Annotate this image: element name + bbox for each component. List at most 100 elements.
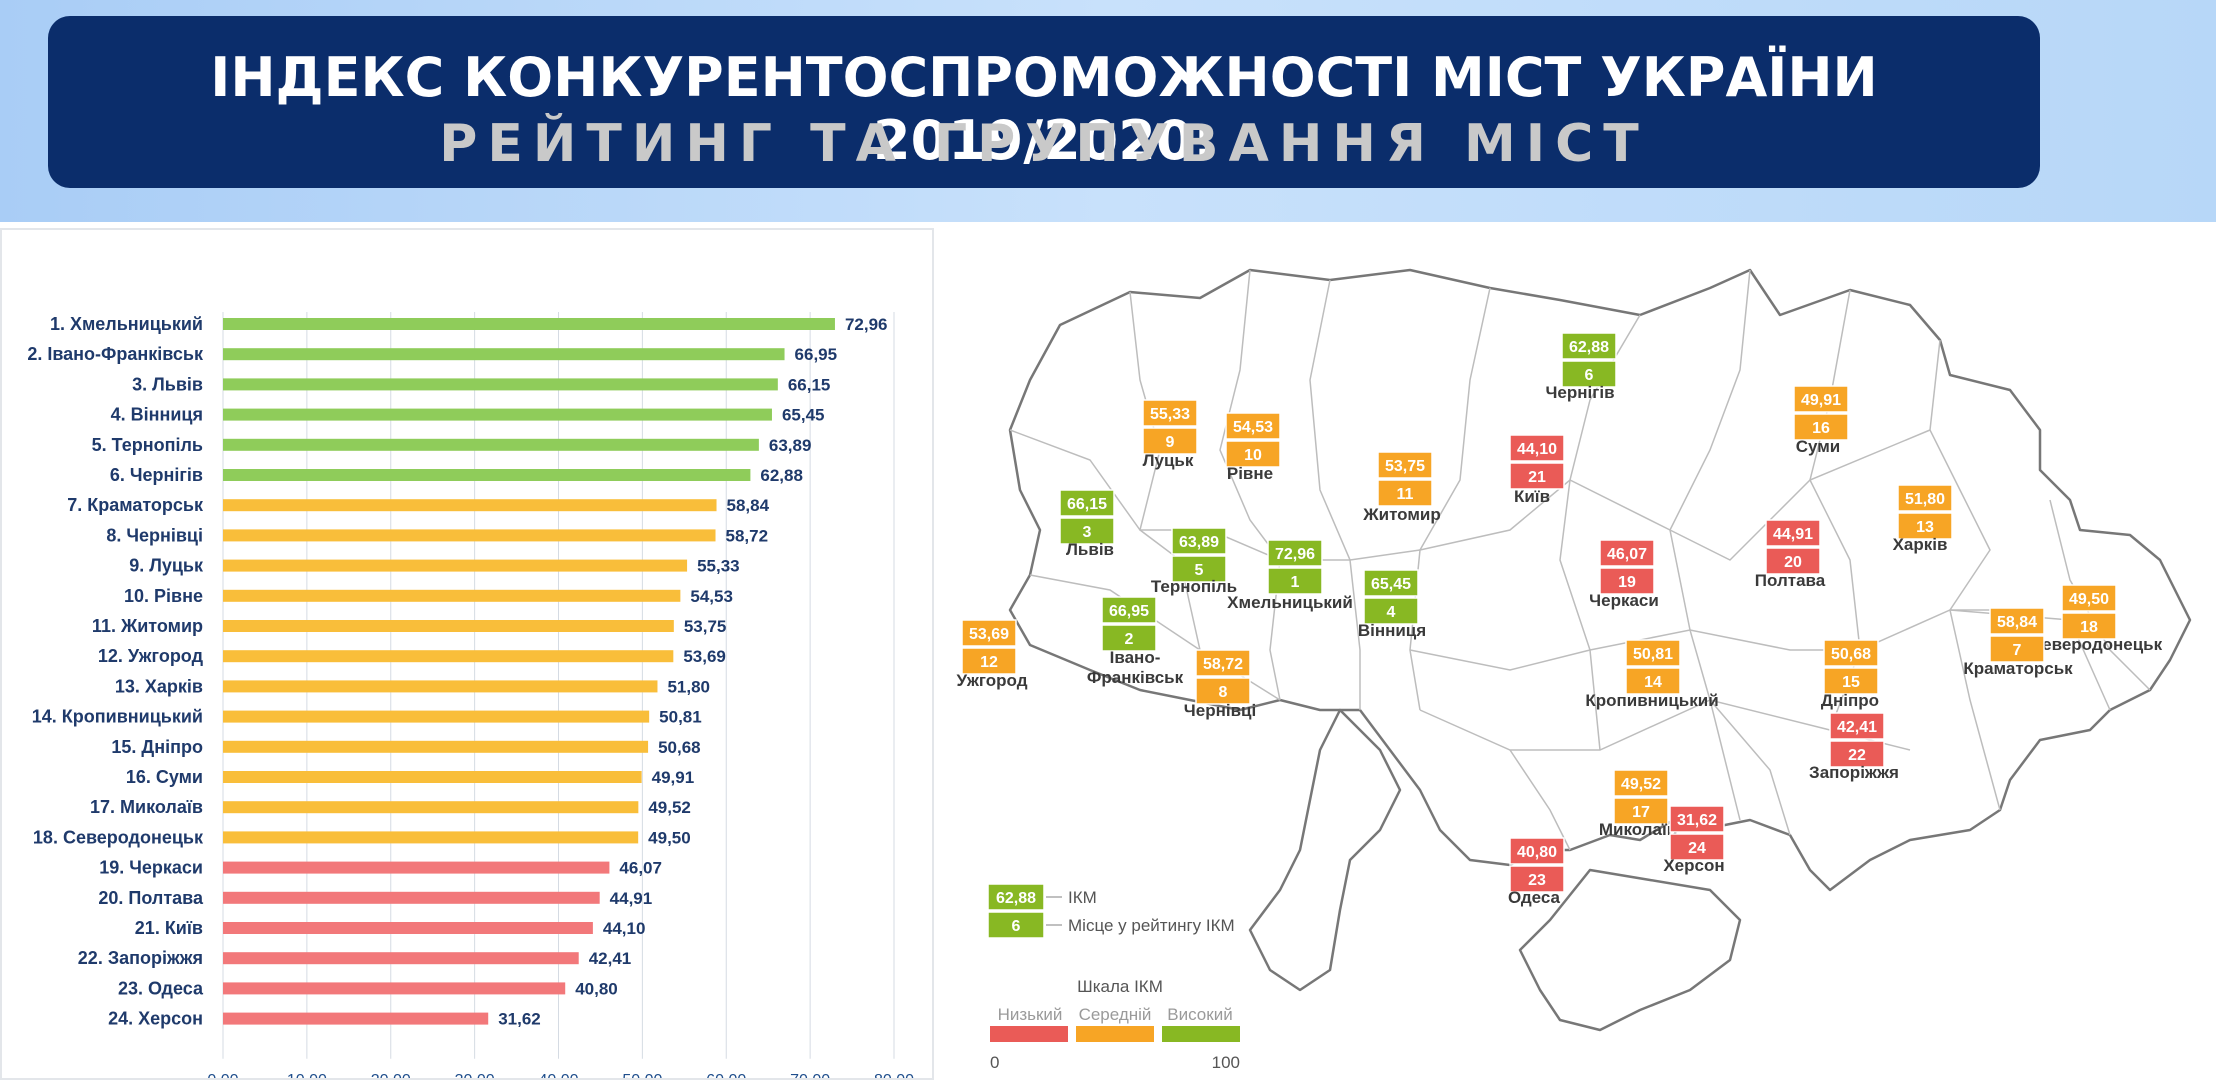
city-rank: 20 xyxy=(1784,554,1802,571)
bar xyxy=(223,952,579,965)
city-value: 58,84 xyxy=(1997,614,2037,631)
value-label: 53,69 xyxy=(683,647,726,666)
city-value: 49,50 xyxy=(2069,591,2109,608)
city-name: Житомир xyxy=(1362,505,1441,524)
scale-low-label: Низький xyxy=(998,1005,1063,1024)
city-rank-badge xyxy=(961,647,1017,675)
city-rank-badge xyxy=(1267,567,1323,595)
bar xyxy=(223,1012,489,1025)
city-value-badge xyxy=(1669,805,1725,833)
scale-medium-label: Середній xyxy=(1079,1005,1152,1024)
bar-chart-panel: 0,00 10,00 20,00 30,00 40,00 50,00 60,00 70,00 8… xyxy=(0,228,934,1080)
city-name: Тернопіль xyxy=(1151,577,1237,596)
bar xyxy=(223,438,759,451)
x-tick-label: 0,00 xyxy=(207,1072,238,1078)
city-value-badge xyxy=(1171,527,1227,555)
city-rank: 8 xyxy=(1219,684,1228,701)
scale-min-label: 0 xyxy=(990,1053,999,1072)
category-label: 14. Кропивницький xyxy=(32,707,203,727)
bar xyxy=(223,469,751,481)
x-tick-label: 20,00 xyxy=(371,1072,411,1078)
legend-rank-text: 6 xyxy=(1012,918,1021,935)
value-label: 49,50 xyxy=(648,828,691,847)
city-rank-badge xyxy=(1669,833,1725,861)
category-label: 15. Дніпро xyxy=(111,737,203,757)
city-value-badge xyxy=(1613,769,1669,797)
city-name: Івано- xyxy=(1110,648,1161,667)
category-label: 23. Одеса xyxy=(118,978,204,998)
category-label: 16. Суми xyxy=(126,767,203,787)
category-label: 7. Краматорськ xyxy=(67,495,204,515)
value-label: 42,41 xyxy=(589,949,632,968)
city-value: 63,89 xyxy=(1179,534,1219,551)
value-label: 31,62 xyxy=(498,1010,541,1029)
city-rank: 18 xyxy=(2080,619,2098,636)
x-tick-label: 80,00 xyxy=(874,1072,914,1078)
city-rank: 2 xyxy=(1125,631,1134,648)
category-label: 2. Івано-Франківськ xyxy=(27,344,204,364)
category-label: 19. Черкаси xyxy=(99,858,203,878)
city-name: Харків xyxy=(1893,535,1948,554)
city-name: Вінниця xyxy=(1358,621,1426,640)
city-rank-badge xyxy=(1101,624,1157,652)
city-rank: 6 xyxy=(1585,367,1594,384)
city-name: Львів xyxy=(1066,540,1114,559)
city-value: 53,69 xyxy=(969,626,1009,643)
value-label: 55,33 xyxy=(697,557,740,576)
bar xyxy=(223,801,639,814)
category-label: 17. Миколаїв xyxy=(90,797,203,817)
legend-value-badge xyxy=(987,883,1045,911)
category-label: 24. Херсон xyxy=(108,1009,203,1029)
city-value-badge xyxy=(1225,412,1281,440)
city-rank-badge xyxy=(1225,440,1281,468)
city-value: 49,52 xyxy=(1621,776,1661,793)
city-name: Северодонецьк xyxy=(2030,635,2163,654)
category-label: 18. Северодонецьк xyxy=(33,827,204,847)
crimea-outline xyxy=(1518,868,1742,1032)
city-rank-badge xyxy=(1561,360,1617,388)
city-value-badge xyxy=(1363,569,1419,597)
scale-low-swatch xyxy=(990,1026,1068,1042)
city-value-badge xyxy=(961,619,1017,647)
city-name: Черкаси xyxy=(1589,591,1659,610)
city-rank: 4 xyxy=(1387,604,1396,621)
city-rank-badge xyxy=(1823,667,1879,695)
city-value-badge xyxy=(1765,519,1821,547)
city-rank-badge xyxy=(1989,635,2045,663)
city-value: 72,96 xyxy=(1275,546,1315,563)
city-rank: 12 xyxy=(980,654,998,671)
title-banner: ІНДЕКС КОНКУРЕНТОСПРОМОЖНОСТІ МІСТ УКРАЇ… xyxy=(48,16,2040,188)
value-label: 62,88 xyxy=(760,466,803,485)
city-value-badge xyxy=(1897,484,1953,512)
legend-rank-label: Місце у рейтингу ІКМ xyxy=(1068,916,1235,935)
city-rank-badge xyxy=(1142,427,1198,455)
city-rank: 23 xyxy=(1528,872,1546,889)
city-rank: 19 xyxy=(1618,574,1636,591)
city-value: 50,68 xyxy=(1831,646,1871,663)
city-rank-badge xyxy=(1059,517,1115,545)
value-label: 58,72 xyxy=(726,526,769,545)
city-value: 40,80 xyxy=(1517,844,1557,861)
x-tick-label: 60,00 xyxy=(706,1072,746,1078)
bar xyxy=(223,710,650,723)
city-name: Хмельницький xyxy=(1227,593,1353,612)
city-name: Миколаїв xyxy=(1599,820,1677,839)
city-rank-badge xyxy=(1363,597,1419,625)
city-rank-badge xyxy=(1829,740,1885,768)
city-value-badge xyxy=(1142,399,1198,427)
bar xyxy=(223,891,600,904)
x-tick-label: 10,00 xyxy=(287,1072,327,1078)
bar xyxy=(223,499,717,512)
city-name: Краматорськ xyxy=(1963,659,2073,678)
city-rank: 24 xyxy=(1688,840,1706,857)
city-value-badge xyxy=(1195,649,1251,677)
map-legend: 62,88 6 ІКМ Місце у рейтингу ІКМ Шкала І… xyxy=(987,883,1240,1072)
category-label: 11. Житомир xyxy=(92,616,203,636)
city-value: 53,75 xyxy=(1385,458,1425,475)
city-name: Чернівці xyxy=(1184,701,1256,720)
bar xyxy=(223,771,642,783)
value-label: 72,96 xyxy=(845,315,888,334)
bar xyxy=(223,680,658,693)
value-label: 65,45 xyxy=(782,406,825,425)
